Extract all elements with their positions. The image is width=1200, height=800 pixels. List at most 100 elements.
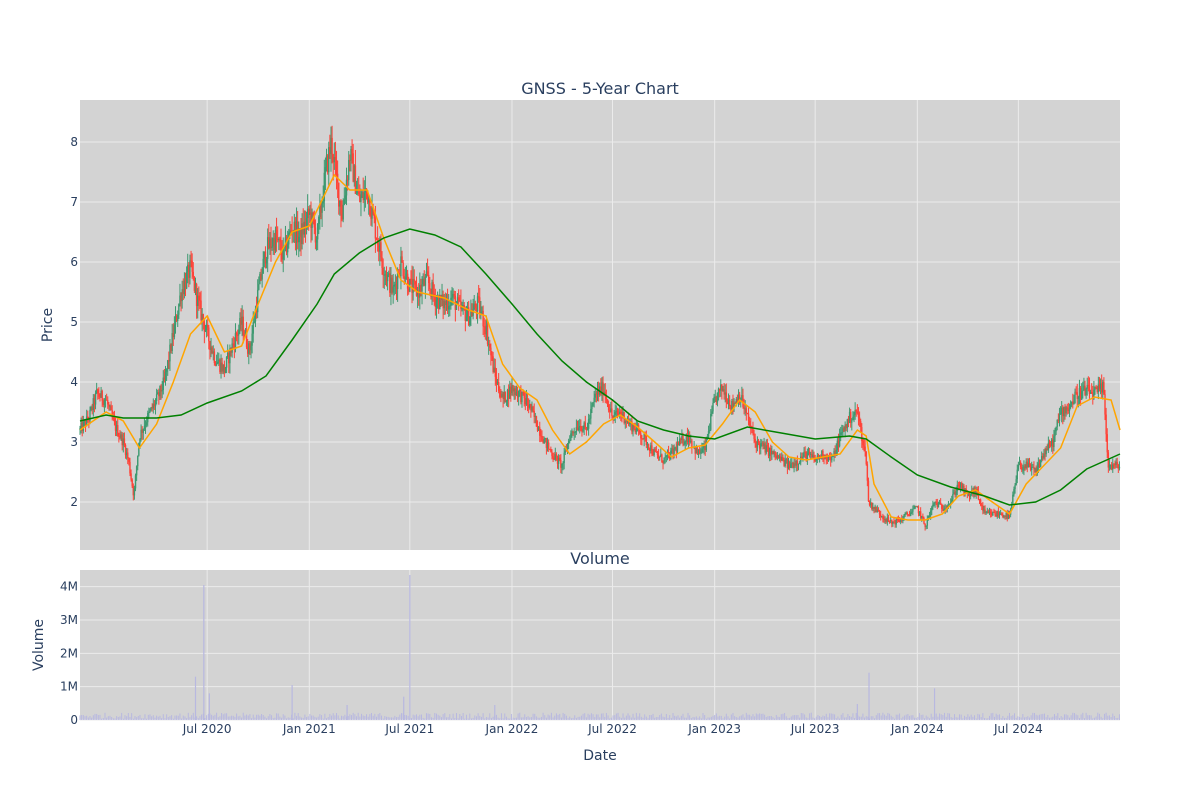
candlestick-body xyxy=(1076,392,1078,399)
candlestick-body xyxy=(129,461,131,474)
candlestick-body xyxy=(967,493,970,494)
candlestick-body xyxy=(1026,461,1028,468)
volume-bar xyxy=(1048,717,1050,720)
candlestick-body xyxy=(137,455,139,467)
candlestick-body xyxy=(522,391,524,393)
candlestick-body xyxy=(269,238,271,249)
candlestick-body xyxy=(701,449,703,453)
volume-bar xyxy=(865,716,867,720)
volume-bar xyxy=(797,714,799,720)
candlestick-body xyxy=(929,510,932,516)
candlestick-body xyxy=(334,157,337,161)
volume-bar xyxy=(950,717,952,720)
candlestick-body xyxy=(281,252,283,260)
candlestick-body xyxy=(1046,448,1048,451)
volume-bar xyxy=(434,712,436,720)
candlestick-body xyxy=(333,157,336,163)
volume-bar xyxy=(692,716,694,720)
candlestick-body xyxy=(449,305,451,307)
candlestick-body xyxy=(837,440,840,447)
volume-bar xyxy=(1073,713,1075,720)
volume-bar xyxy=(1005,717,1007,720)
volume-bar xyxy=(769,716,771,720)
volume-bar xyxy=(690,718,692,720)
candlestick-body xyxy=(707,431,710,437)
candlestick-body xyxy=(1109,464,1112,466)
candlestick-body xyxy=(162,377,164,391)
volume-bar xyxy=(369,714,371,720)
candlestick-body xyxy=(275,230,278,240)
candlestick-body xyxy=(145,422,148,425)
candlestick-body xyxy=(587,419,590,429)
candlestick-body xyxy=(597,388,600,395)
candlestick-body xyxy=(439,294,441,310)
candlestick-body xyxy=(904,513,906,516)
volume-bar xyxy=(635,712,637,720)
candlestick-body xyxy=(405,273,408,278)
candlestick-body xyxy=(299,228,301,237)
price-chart-title: GNSS - 5-Year Chart xyxy=(521,79,679,98)
candlestick-body xyxy=(188,264,190,278)
candlestick-body xyxy=(991,513,993,516)
volume-bar xyxy=(212,715,214,720)
candlestick-body xyxy=(792,462,794,468)
volume-bar xyxy=(933,688,936,720)
candlestick-body xyxy=(201,314,203,321)
candlestick-body xyxy=(224,367,227,373)
candlestick-body xyxy=(495,376,498,385)
volume-bar xyxy=(391,717,393,720)
volume-bar xyxy=(1027,716,1029,720)
volume-bar xyxy=(535,716,537,720)
candlestick-body xyxy=(1003,515,1005,518)
candlestick-body xyxy=(404,277,407,280)
volume-bar xyxy=(632,713,634,720)
candlestick-body xyxy=(455,303,458,310)
candlestick-body xyxy=(822,450,824,458)
candlestick-body xyxy=(703,444,705,449)
volume-bar xyxy=(469,713,471,720)
volume-bar xyxy=(672,713,674,720)
candlestick-body xyxy=(944,508,946,510)
candlestick-body xyxy=(675,447,678,452)
candlestick-body xyxy=(209,341,211,350)
candlestick-body xyxy=(459,300,461,302)
volume-bar xyxy=(979,714,981,720)
candlestick-body xyxy=(493,367,495,372)
volume-bar xyxy=(211,714,213,720)
candlestick-body xyxy=(1022,469,1024,471)
candlestick-body xyxy=(248,343,250,354)
candlestick-body xyxy=(302,223,304,235)
candlestick-body xyxy=(732,400,734,408)
volume-bar xyxy=(592,714,594,720)
volume-bar xyxy=(1062,717,1064,720)
volume-bar xyxy=(524,714,526,720)
candlestick-body xyxy=(487,343,490,345)
candlestick-body xyxy=(207,324,209,328)
candlestick-body xyxy=(1052,439,1054,448)
candlestick-body xyxy=(115,425,118,431)
volume-bar xyxy=(914,717,916,720)
volume-bar xyxy=(694,717,696,720)
volume-bar xyxy=(327,717,329,720)
volume-bar xyxy=(439,715,441,720)
volume-bar xyxy=(317,716,319,720)
date-x-tick-label: Jul 2021 xyxy=(384,722,434,736)
candlestick-body xyxy=(112,417,115,419)
candlestick-body xyxy=(720,384,722,391)
volume-bar xyxy=(815,716,817,720)
volume-bar xyxy=(969,716,971,720)
volume-bar xyxy=(922,714,924,720)
candlestick-body xyxy=(490,347,492,356)
volume-bar xyxy=(742,714,744,720)
volume-bar xyxy=(261,714,263,720)
candlestick-body xyxy=(479,297,481,314)
volume-bar xyxy=(774,718,776,720)
candlestick-body xyxy=(551,451,553,457)
candlestick-body xyxy=(804,451,806,453)
volume-bar xyxy=(720,715,722,720)
volume-bar xyxy=(550,712,552,720)
volume-bar xyxy=(619,716,621,720)
candlestick-body xyxy=(654,449,656,452)
candlestick-body xyxy=(784,460,786,466)
